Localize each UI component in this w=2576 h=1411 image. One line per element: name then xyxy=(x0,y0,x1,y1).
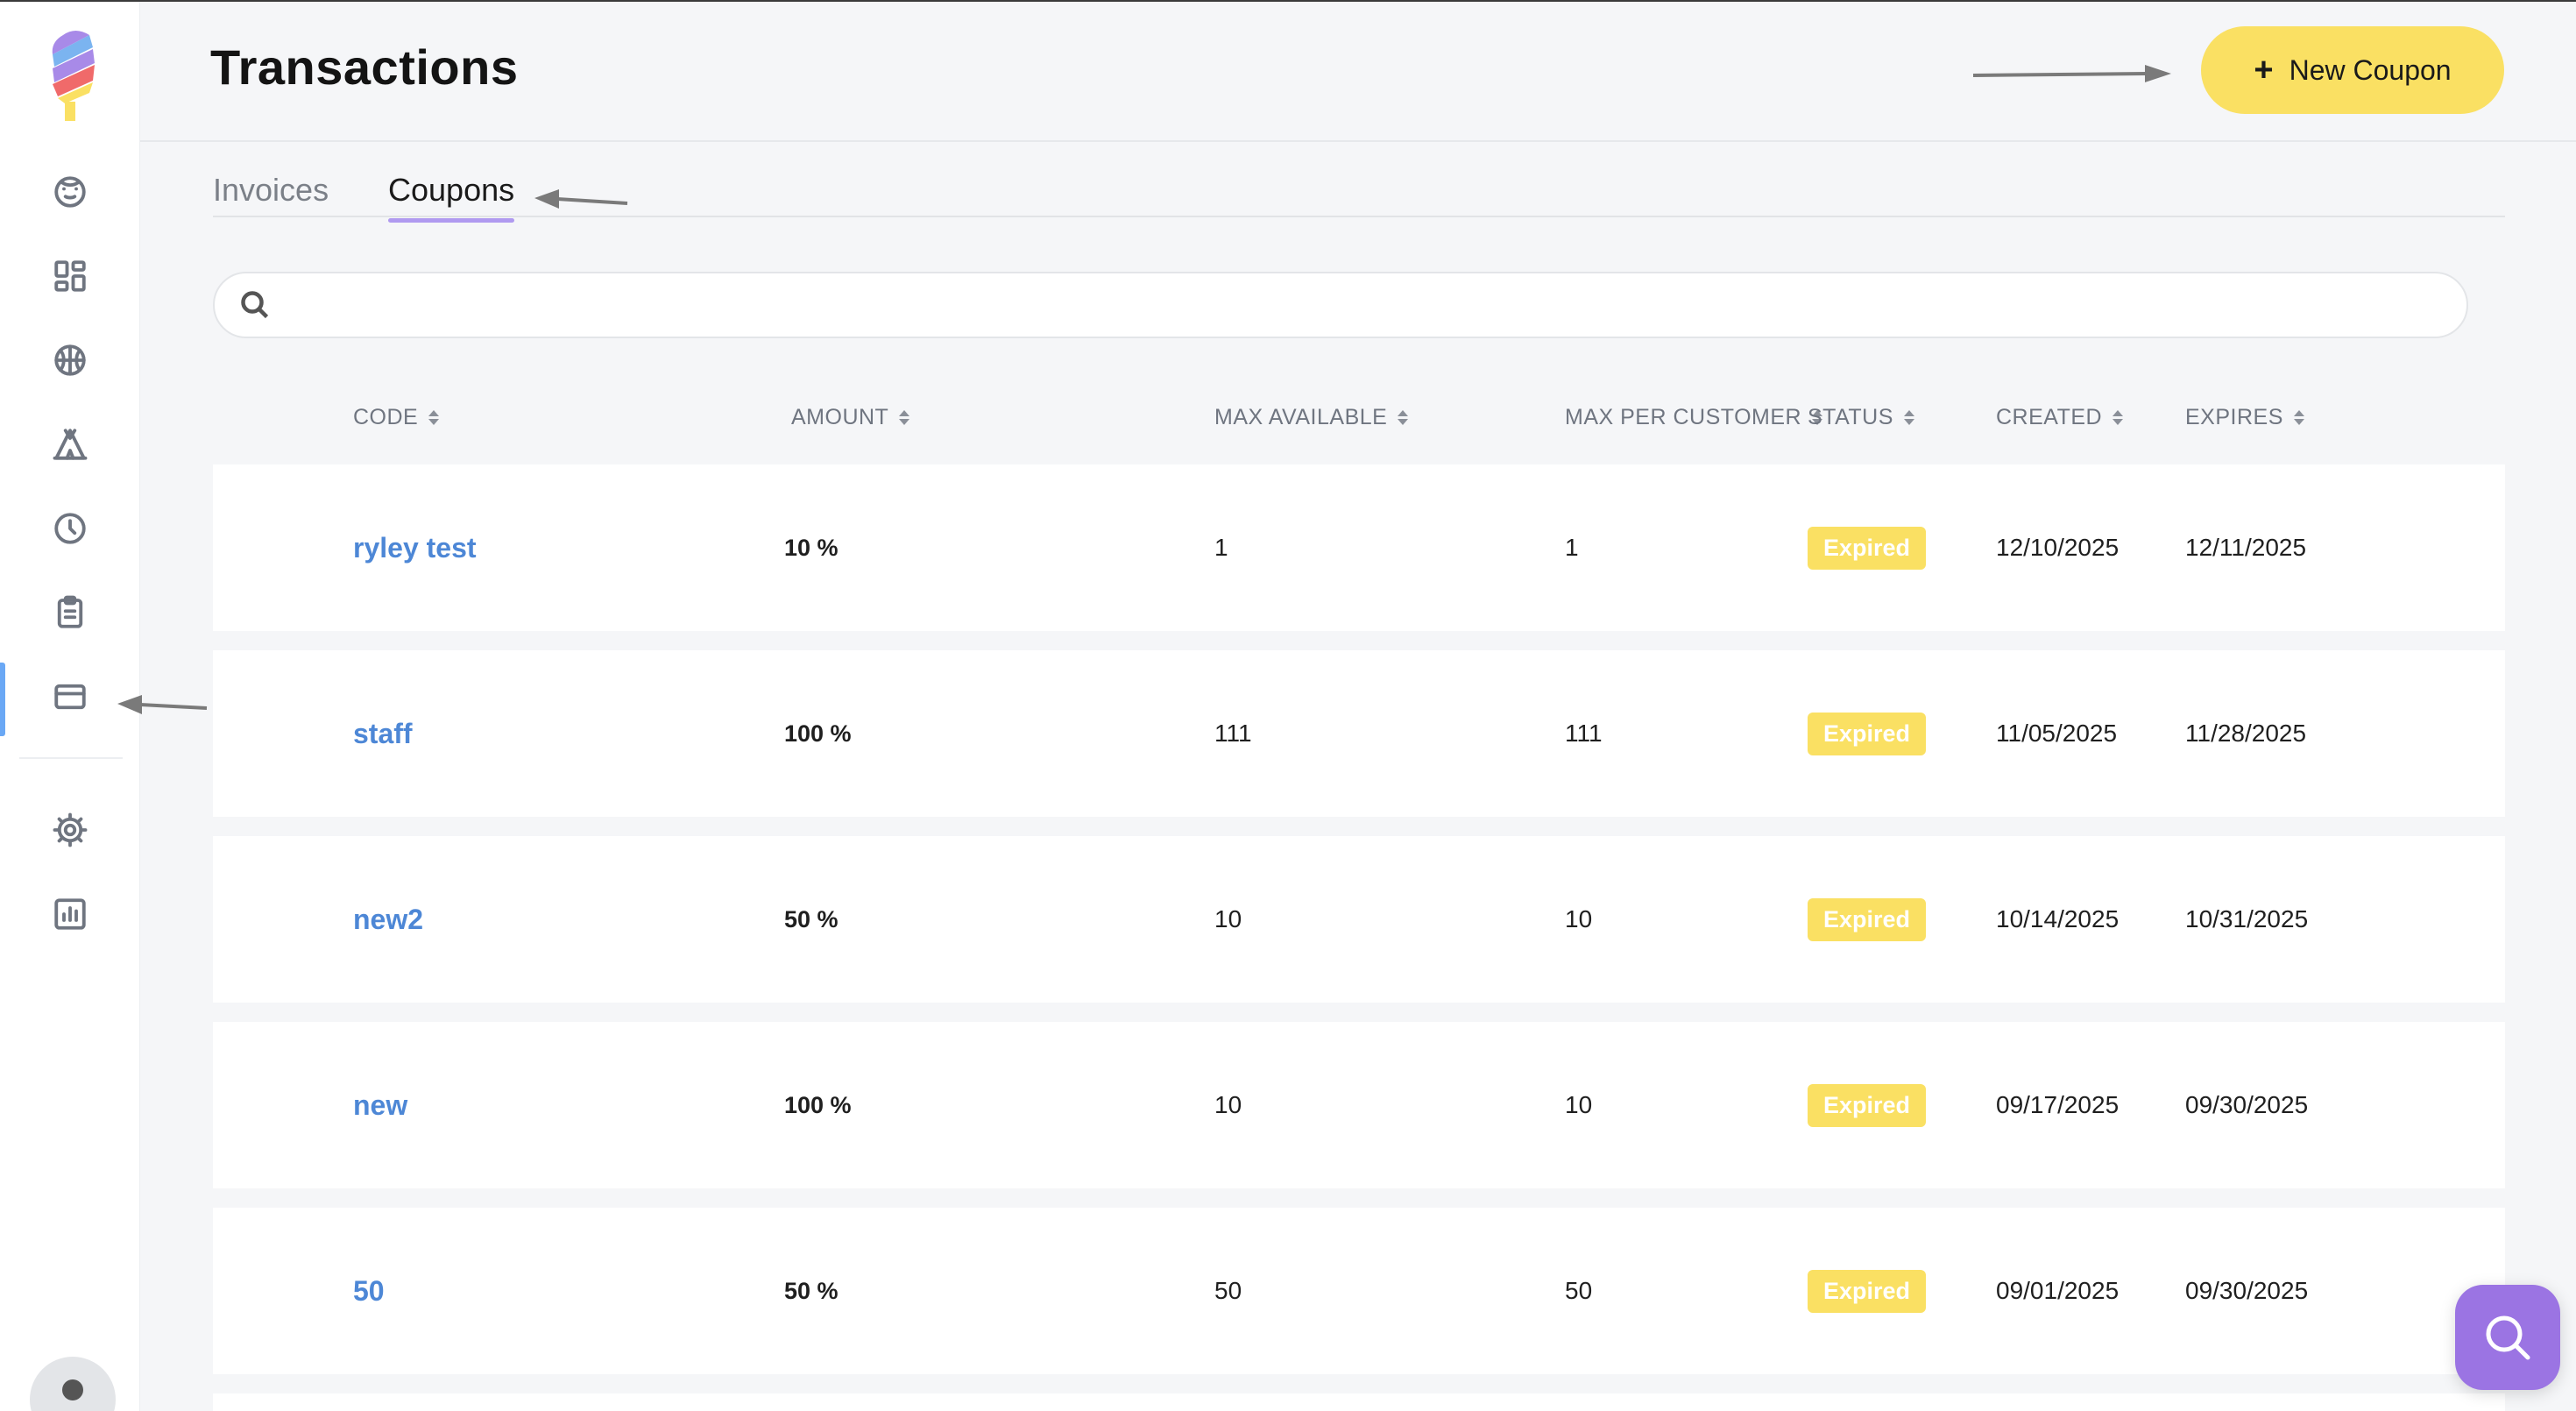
expires-cell: 09/30/2025 xyxy=(2185,1277,2309,1304)
created-cell: 11/05/2025 xyxy=(1996,720,2118,747)
sort-icon xyxy=(428,410,440,425)
header-max-per-customer[interactable]: MAX PER CUSTOMER xyxy=(1565,405,1823,430)
table-row[interactable]: ryley test 10 % 1 1 Expired 12/10/2025 1… xyxy=(213,464,2505,631)
sidebar-divider xyxy=(19,757,123,759)
app-logo[interactable] xyxy=(46,28,100,123)
header-amount[interactable]: AMOUNT xyxy=(791,405,910,430)
nav-sports[interactable] xyxy=(0,321,140,400)
nav-transactions[interactable] xyxy=(0,657,140,736)
status-badge: Expired xyxy=(1808,1083,1927,1127)
max-per-customer-cell: 1 xyxy=(1565,534,1579,561)
coupon-code-link[interactable]: 50 xyxy=(353,1274,385,1307)
sort-icon xyxy=(2112,410,2124,425)
gear-icon xyxy=(53,812,88,847)
sort-icon xyxy=(2293,410,2304,425)
new-coupon-button[interactable]: + New Coupon xyxy=(2201,26,2504,114)
max-available-cell: 10 xyxy=(1214,1091,1242,1118)
nav-forms[interactable] xyxy=(0,573,140,652)
amount-cell: 100 % xyxy=(784,1091,852,1118)
coupon-code-link[interactable]: ryley test xyxy=(353,531,477,564)
status-badge: Expired xyxy=(1808,712,1927,755)
nav-settings[interactable] xyxy=(0,791,140,869)
max-per-customer-cell: 10 xyxy=(1565,905,1593,932)
coupon-code-link[interactable]: new2 xyxy=(353,903,424,935)
expires-cell: 10/31/2025 xyxy=(2185,905,2309,932)
user-icon xyxy=(62,1379,83,1400)
bar-chart-icon xyxy=(54,898,86,930)
nav-face[interactable] xyxy=(0,152,140,231)
header-expires[interactable]: EXPIRES xyxy=(2185,405,2304,430)
coupon-code-link[interactable]: new xyxy=(353,1088,408,1121)
max-per-customer-cell: 111 xyxy=(1565,720,1603,747)
coupon-code-link[interactable]: staff xyxy=(353,717,413,749)
expires-cell: 12/11/2025 xyxy=(2185,534,2307,561)
header-code[interactable]: CODE xyxy=(353,405,440,430)
face-icon xyxy=(54,176,86,208)
table-row[interactable]: new2 50 % 10 10 Expired 10/14/2025 10/31… xyxy=(213,836,2505,1003)
tab-invoices[interactable]: Invoices xyxy=(213,172,329,208)
expires-cell: 09/30/2025 xyxy=(2185,1091,2309,1118)
created-cell: 12/10/2025 xyxy=(1996,534,2120,561)
clipboard-icon xyxy=(57,595,83,628)
max-available-cell: 50 xyxy=(1214,1277,1242,1304)
status-badge: Expired xyxy=(1808,1269,1927,1313)
expires-cell: 11/28/2025 xyxy=(2185,720,2307,747)
created-cell: 10/14/2025 xyxy=(1996,905,2120,932)
top-border xyxy=(0,0,2576,2)
dashboard-icon xyxy=(54,260,86,292)
sidebar xyxy=(0,2,140,1411)
status-badge: Expired xyxy=(1808,897,1927,941)
table-row[interactable]: 50 50 % 50 50 Expired 09/01/2025 09/30/2… xyxy=(213,1208,2505,1374)
created-cell: 09/17/2025 xyxy=(1996,1091,2120,1118)
max-available-cell: 10 xyxy=(1214,905,1242,932)
sort-icon xyxy=(1812,410,1823,425)
tent-icon xyxy=(53,429,88,460)
nav-dashboard[interactable] xyxy=(0,237,140,316)
header-status[interactable]: STATUS xyxy=(1808,405,1914,430)
sort-icon xyxy=(1398,410,1409,425)
plus-icon: + xyxy=(2254,52,2274,89)
page-title: Transactions xyxy=(210,39,519,95)
table-row[interactable]: new 100 % 10 10 Expired 09/17/2025 09/30… xyxy=(213,1022,2505,1188)
annotation-arrow-coupons-tab xyxy=(534,189,628,209)
header-max-available[interactable]: MAX AVAILABLE xyxy=(1214,405,1409,430)
annotation-arrow-transactions-nav xyxy=(117,695,208,714)
credit-card-icon xyxy=(54,684,86,710)
amount-cell: 100 % xyxy=(784,720,852,747)
search-input[interactable] xyxy=(287,279,2424,331)
max-per-customer-cell: 50 xyxy=(1565,1277,1593,1304)
annotation-arrow-new-coupon xyxy=(1972,65,2171,82)
nav-schedule[interactable] xyxy=(0,489,140,568)
help-chat-button[interactable] xyxy=(2455,1285,2560,1390)
table-header: CODE AMOUNT MAX AVAILABLE MAX PER CUSTOM… xyxy=(213,400,2505,438)
clock-icon xyxy=(54,513,86,544)
new-coupon-label: New Coupon xyxy=(2289,53,2452,86)
nav-reports[interactable] xyxy=(0,875,140,954)
tab-coupons[interactable]: Coupons xyxy=(388,172,515,223)
search-icon xyxy=(241,291,269,319)
basketball-icon xyxy=(54,344,86,376)
table-row[interactable] xyxy=(213,1393,2505,1411)
nav-camps[interactable] xyxy=(0,405,140,484)
amount-cell: 50 % xyxy=(784,905,839,932)
max-per-customer-cell: 10 xyxy=(1565,1091,1593,1118)
amount-cell: 50 % xyxy=(784,1277,839,1304)
table-row[interactable]: staff 100 % 111 111 Expired 11/05/2025 1… xyxy=(213,650,2505,817)
header-created[interactable]: CREATED xyxy=(1996,405,2124,430)
status-badge: Expired xyxy=(1808,526,1927,570)
max-available-cell: 1 xyxy=(1214,534,1228,561)
tabs: Invoices Coupons xyxy=(213,168,2505,223)
max-available-cell: 111 xyxy=(1214,720,1252,747)
avatar[interactable] xyxy=(30,1357,116,1411)
amount-cell: 10 % xyxy=(784,534,839,561)
sort-icon xyxy=(1903,410,1914,425)
search-icon xyxy=(2486,1315,2530,1360)
page-header: Transactions + New Coupon xyxy=(140,2,2576,142)
search-bar xyxy=(213,272,2468,338)
created-cell: 09/01/2025 xyxy=(1996,1277,2120,1304)
sort-icon xyxy=(899,410,910,425)
